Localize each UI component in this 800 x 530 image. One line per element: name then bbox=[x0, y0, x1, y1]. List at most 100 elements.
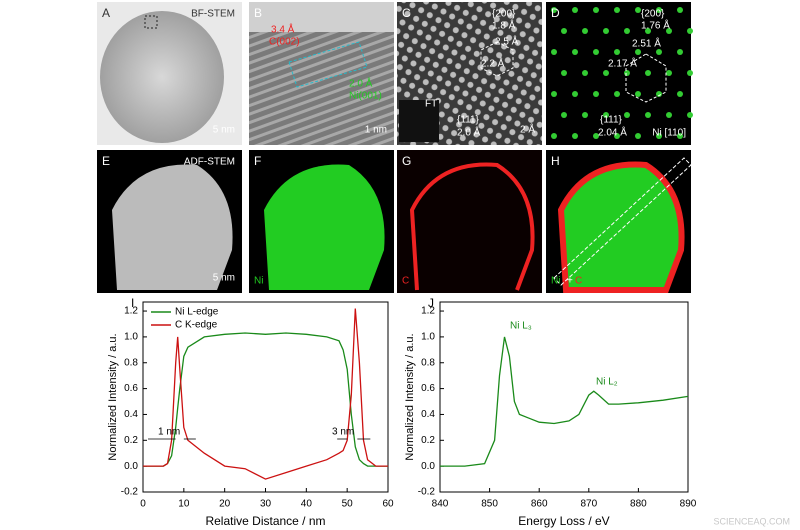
atom bbox=[656, 91, 662, 97]
atom bbox=[551, 133, 557, 139]
atom bbox=[677, 49, 683, 55]
panel-text: 1.8 Å bbox=[492, 19, 516, 32]
data-line bbox=[143, 308, 388, 480]
marker-box bbox=[144, 15, 158, 29]
particle bbox=[112, 164, 233, 290]
y-tick-label: 0.6 bbox=[124, 383, 138, 394]
panel-text: 2.2 Å bbox=[481, 57, 505, 70]
panel-text: {111} bbox=[600, 115, 623, 126]
atom bbox=[677, 91, 683, 97]
image-panel: F Ni bbox=[249, 150, 394, 293]
x-tick-label: 30 bbox=[260, 499, 272, 510]
atom bbox=[656, 133, 662, 139]
panel-text: 2.0 Å bbox=[457, 126, 481, 139]
panel-label: D bbox=[551, 6, 560, 20]
data-line bbox=[440, 336, 689, 467]
annotation: Ni L₃ bbox=[510, 321, 532, 332]
y-tick-label: 0.2 bbox=[124, 435, 138, 446]
particle bbox=[100, 11, 224, 143]
y-tick-label: 0.2 bbox=[421, 435, 435, 446]
atom bbox=[656, 49, 662, 55]
atom bbox=[593, 133, 599, 139]
annotation: 3 nm bbox=[332, 427, 354, 438]
y-tick-label: 1.0 bbox=[124, 332, 138, 343]
panel-bg bbox=[397, 150, 542, 293]
atom bbox=[561, 70, 567, 76]
atom bbox=[635, 49, 641, 55]
panel-text: C bbox=[402, 276, 409, 287]
particle bbox=[557, 161, 685, 293]
legend-label: Ni L-edge bbox=[175, 307, 219, 318]
image-panel: B 3.4 ÅC(002) 2.0 ÅNi(001) 1 nm bbox=[249, 2, 394, 145]
y-tick-label: 0.0 bbox=[124, 461, 138, 472]
atom bbox=[572, 91, 578, 97]
atom bbox=[572, 133, 578, 139]
panel-label: G bbox=[402, 154, 411, 168]
x-tick-label: 860 bbox=[531, 499, 548, 510]
panel-text: 1.76 Å bbox=[641, 19, 670, 32]
x-axis-label: Relative Distance / nm bbox=[205, 514, 325, 528]
atom bbox=[593, 49, 599, 55]
atom bbox=[645, 70, 651, 76]
y-tick-label: 0.0 bbox=[421, 461, 435, 472]
y-tick-label: 0.6 bbox=[421, 383, 435, 394]
panel-text: C bbox=[575, 276, 582, 287]
panel-text: {111} bbox=[457, 115, 480, 126]
panel-text: 5 nm bbox=[213, 273, 235, 284]
atom bbox=[603, 70, 609, 76]
atom bbox=[656, 7, 662, 13]
x-tick-label: 60 bbox=[382, 499, 394, 510]
plot-frame bbox=[439, 301, 689, 493]
x-tick-label: 50 bbox=[342, 499, 354, 510]
region-box bbox=[288, 41, 368, 88]
atom bbox=[551, 91, 557, 97]
atom bbox=[645, 28, 651, 34]
x-tick-label: 0 bbox=[140, 499, 146, 510]
atom bbox=[561, 28, 567, 34]
atom bbox=[666, 28, 672, 34]
atom bbox=[635, 7, 641, 13]
panel-text: ADF-STEM bbox=[184, 157, 235, 168]
data-line bbox=[143, 332, 388, 467]
x-tick-label: 40 bbox=[301, 499, 313, 510]
panel-text: FT bbox=[425, 99, 437, 110]
atom bbox=[624, 70, 630, 76]
image-panel: E ADF-STEM 5 nm bbox=[97, 150, 242, 293]
panel-text: 2.51 Å bbox=[632, 37, 661, 50]
atom bbox=[572, 7, 578, 13]
atom bbox=[666, 70, 672, 76]
panel-text: C(002) bbox=[269, 37, 300, 48]
atom bbox=[687, 70, 693, 76]
panel-text: 2.17 Å bbox=[608, 57, 637, 70]
y-tick-label: 1.0 bbox=[421, 332, 435, 343]
y-tick-label: 0.8 bbox=[421, 357, 435, 368]
y-tick-label: -0.2 bbox=[418, 487, 436, 498]
y-tick-label: 1.2 bbox=[124, 306, 138, 317]
panel-label: F bbox=[254, 154, 261, 168]
image-panel: A BF-STEM 5 nm bbox=[97, 2, 242, 145]
hexagon bbox=[480, 41, 514, 77]
panel-label: J bbox=[428, 296, 434, 310]
y-tick-label: -0.2 bbox=[121, 487, 139, 498]
image-panel: C {200}1.8 Å 2.5 Å 2.2 Å FT {111}2.0 Å 2 Å bbox=[397, 2, 542, 145]
panel-text: Ni bbox=[254, 276, 263, 287]
atom bbox=[666, 112, 672, 118]
y-axis-label: Normalized Intensity / a.u. bbox=[404, 333, 416, 460]
atom bbox=[614, 91, 620, 97]
panel-label: C bbox=[402, 6, 411, 20]
panel-label: H bbox=[551, 154, 560, 168]
atom bbox=[582, 112, 588, 118]
panel-text: {200} bbox=[641, 9, 665, 20]
atom bbox=[614, 133, 620, 139]
x-tick-label: 20 bbox=[219, 499, 231, 510]
atom bbox=[561, 112, 567, 118]
x-tick-label: 880 bbox=[630, 499, 647, 510]
y-tick-label: 0.4 bbox=[124, 409, 138, 420]
panel-text: 3.4 Å bbox=[271, 23, 295, 36]
atom bbox=[645, 112, 651, 118]
x-tick-label: 840 bbox=[432, 499, 449, 510]
atom bbox=[551, 49, 557, 55]
atom bbox=[687, 112, 693, 118]
panel-text: Ni(001) bbox=[349, 91, 382, 102]
